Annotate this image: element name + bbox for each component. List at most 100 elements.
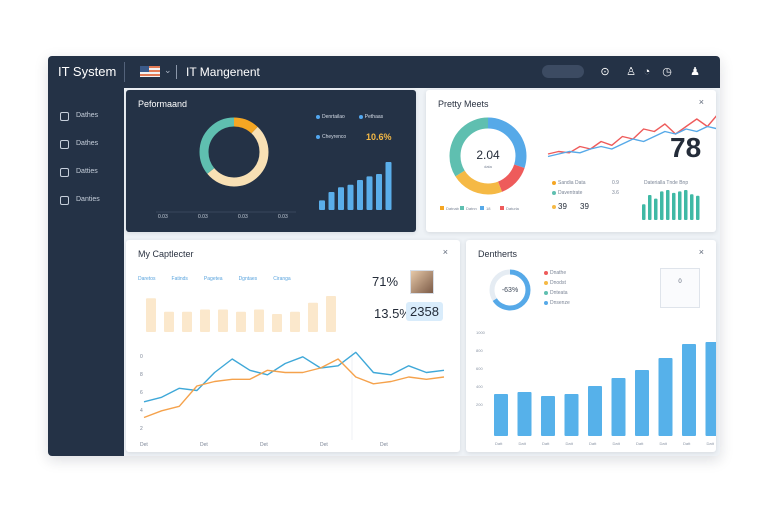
capture-bar-6 <box>254 309 264 332</box>
folder-icon <box>60 140 69 149</box>
card-title: Dentherts <box>478 249 518 259</box>
performance-legend-b: Cheyrenco <box>316 134 346 140</box>
capture-bar-0 <box>146 298 156 332</box>
pretty-bar-0 <box>642 204 646 220</box>
chevron-down-icon[interactable]: ⌄ <box>164 65 172 75</box>
sidebar: Dathes Dathes Datties Danties <box>48 88 124 456</box>
y-tick-label: 8 <box>140 372 143 378</box>
legend-item: Dnodst <box>544 280 566 286</box>
legend-item: Pethaas <box>358 114 383 120</box>
capture-bar-8 <box>290 311 300 332</box>
x-tick-label: Det <box>200 442 208 448</box>
tab-3[interactable]: Dgntaes <box>238 276 258 282</box>
capture-bar-9 <box>308 302 318 332</box>
axis-tick-label: 0.03 <box>278 214 288 220</box>
dentherts-bar-3 <box>564 394 579 436</box>
bars-caption: Daterialla Tnde Bnp <box>644 180 689 186</box>
tab-1[interactable]: Fatinds <box>171 276 188 282</box>
performance-bar-5 <box>366 176 373 210</box>
dentherts-bar-8 <box>682 344 696 436</box>
y-tick-label: 400 <box>476 384 483 389</box>
x-tick-label: Datt <box>542 441 550 446</box>
user-icon[interactable]: ♙ <box>626 66 636 78</box>
pretty-donut-segment-2 <box>449 117 527 195</box>
x-tick-label: Datt <box>613 441 621 446</box>
capture-bar-7 <box>272 314 282 332</box>
dentherts-card: Dentherts × -63% 1000 800 600 400 200 Datt Datt… <box>466 240 716 452</box>
y-tick-label: 200 <box>476 402 483 407</box>
x-tick-label: Datt <box>566 441 574 446</box>
close-icon[interactable]: × <box>698 97 704 107</box>
chat-icon[interactable]: ◔ <box>643 66 651 78</box>
capture-bar-4 <box>218 309 228 332</box>
dentherts-bar-9 <box>705 342 716 436</box>
y-tick-label: 800 <box>476 348 483 353</box>
performance-bar-1 <box>328 192 335 210</box>
performance-legend-a: Denrtailao Pethaas <box>316 114 383 120</box>
x-tick-label: Datt <box>519 441 527 446</box>
donut-legend-swatch <box>460 206 464 210</box>
stat-value: 3.6 <box>612 190 619 196</box>
dentherts-bar-2 <box>541 396 555 436</box>
y-tick-label: 1000 <box>476 330 486 335</box>
brand-title: IT System <box>58 64 117 79</box>
dentherts-bar-0 <box>494 394 508 436</box>
performance-bar-2 <box>338 187 344 210</box>
tab-2[interactable]: Pagetea <box>203 276 223 282</box>
axis-tick-label: 0.03 <box>158 214 168 220</box>
performance-bar-3 <box>347 184 354 210</box>
profile-icon[interactable]: ♟ <box>690 66 700 78</box>
mini-stat-box: 0 <box>660 268 700 308</box>
dentherts-donut-segment-1 <box>489 269 531 311</box>
kpi-left: 13.5% <box>374 306 411 321</box>
top-bar: IT System ⌄ IT Mangenent ⊙ ♙ ◔ ◷ ♟ <box>48 56 720 88</box>
performance-bar-0 <box>319 200 325 210</box>
flag-icon[interactable] <box>140 66 160 77</box>
title-divider <box>176 65 177 79</box>
pretty-bar-9 <box>696 195 700 220</box>
axis-tick-label: 0.03 <box>198 214 208 220</box>
x-tick-label: Datt <box>683 441 691 446</box>
x-tick-label: Datt <box>589 441 597 446</box>
mini-stat-value: 0 <box>678 279 682 285</box>
pretty-bar-3 <box>660 191 664 220</box>
y-tick-label: 4 <box>140 408 143 414</box>
pretty-bar-6 <box>678 191 682 220</box>
close-icon[interactable]: × <box>442 247 448 257</box>
capture-bar-10 <box>326 296 336 332</box>
pretty-bar-2 <box>654 198 658 220</box>
page-title: IT Mangenent <box>186 65 260 79</box>
avatar <box>410 270 434 294</box>
x-tick-label: Det <box>260 442 268 448</box>
sidebar-item-label: Datties <box>76 168 98 175</box>
clock-icon[interactable]: ◷ <box>662 66 672 78</box>
legend-item: Denrtailao <box>316 114 345 120</box>
performance-bar-4 <box>357 180 363 210</box>
capture-bar-3 <box>200 309 210 332</box>
app-window: IT System ⌄ IT Mangenent ⊙ ♙ ◔ ◷ ♟ Dathe… <box>48 56 720 456</box>
my-capturer-card: My Captlecter × Daretos Fatinds Pagetea … <box>126 240 460 452</box>
stat-label: Sandia Data <box>552 180 586 186</box>
close-icon[interactable]: × <box>698 247 704 257</box>
donut-legend-label: Datnn <box>466 206 477 211</box>
y-tick-label: 6 <box>140 390 143 396</box>
tab-0[interactable]: Daretos <box>138 276 156 282</box>
card-title: Peformaand <box>138 99 188 109</box>
legend-item: Dnathe <box>544 270 566 276</box>
sidebar-item-label: Dathes <box>76 112 99 119</box>
bell-icon[interactable]: ⊙ <box>600 66 610 78</box>
card-title: Pretty Meets <box>438 99 489 109</box>
performance-kpi: 10.6% <box>366 132 392 142</box>
donut-center-value: 2.04 <box>476 148 500 162</box>
my-capturer-chart: 0 8 6 4 2 Det Det Det Det Det <box>140 296 445 448</box>
search-input[interactable] <box>542 65 584 78</box>
x-tick-label: Det <box>140 442 148 448</box>
pretty-meets-chart: 2.04 data Datnab Datnn 18 Daturia <box>440 115 716 220</box>
capture-bar-5 <box>236 311 246 332</box>
kpi-top: 71% <box>372 274 399 289</box>
tab-4[interactable]: Ciranga <box>273 276 291 282</box>
stat-value: 0.9 <box>612 180 619 186</box>
x-tick-label: Det <box>380 442 388 448</box>
dentherts-bar-6 <box>635 370 649 436</box>
axis-tick-label: 0.03 <box>238 214 248 220</box>
